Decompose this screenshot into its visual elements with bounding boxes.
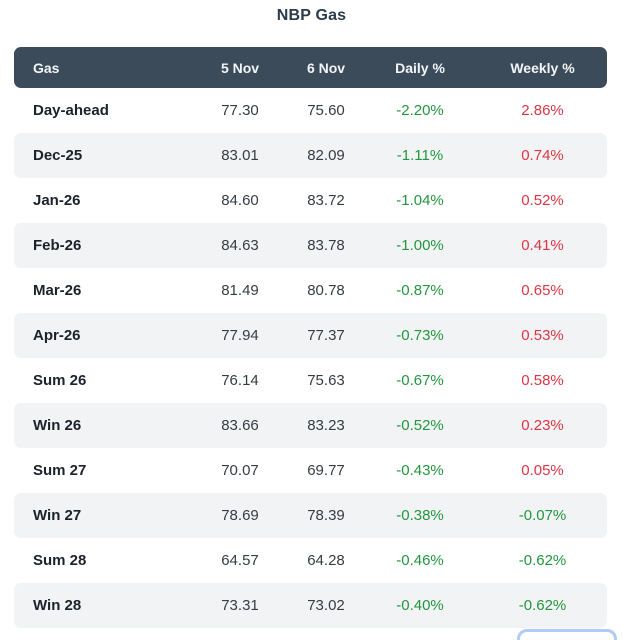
price-5nov-cell: 78.69	[221, 507, 259, 524]
price-5nov-cell: 84.60	[221, 192, 259, 209]
column-header-5nov: 5 Nov	[220, 59, 260, 76]
table-row: Jan-26 84.60 83.72 -1.04% 0.52%	[14, 178, 607, 223]
column-header-weekly-pct: Weekly %	[510, 59, 575, 76]
weekly-pct-cell: 0.52%	[521, 192, 564, 209]
column-header-daily-pct: Daily %	[395, 59, 445, 76]
gas-contract-label: Mar-26	[33, 282, 82, 299]
price-6nov-cell: 64.28	[307, 552, 345, 569]
table-row: Win 27 78.69 78.39 -0.38% -0.07%	[14, 493, 607, 538]
gas-contract-label: Day-ahead	[33, 102, 109, 119]
table-row: Sum 27 70.07 69.77 -0.43% 0.05%	[14, 448, 607, 493]
gas-contract-label: Dec-25	[33, 147, 83, 164]
price-6nov-cell: 77.37	[307, 327, 345, 344]
daily-pct-cell: -0.87%	[396, 282, 444, 299]
table-row: Sum 28 64.57 64.28 -0.46% -0.62%	[14, 538, 607, 583]
price-6nov-cell: 69.77	[307, 462, 345, 479]
daily-pct-cell: -0.73%	[396, 327, 444, 344]
gas-contract-label: Jan-26	[33, 192, 81, 209]
weekly-pct-cell: 0.23%	[521, 417, 564, 434]
table-header-row: Gas 5 Nov 6 Nov Daily % Weekly %	[14, 47, 607, 88]
weekly-pct-cell: 2.86%	[521, 102, 564, 119]
price-5nov-cell: 70.07	[221, 462, 259, 479]
price-6nov-cell: 73.02	[307, 597, 345, 614]
weekly-pct-cell: 0.65%	[521, 282, 564, 299]
price-5nov-cell: 77.94	[221, 327, 259, 344]
price-5nov-cell: 73.31	[221, 597, 259, 614]
daily-pct-cell: -0.38%	[396, 507, 444, 524]
gas-contract-label: Sum 28	[33, 552, 87, 569]
daily-pct-cell: -1.00%	[396, 237, 444, 254]
table-row: Day-ahead 77.30 75.60 -2.20% 2.86%	[14, 88, 607, 133]
weekly-pct-cell: -0.62%	[518, 597, 567, 614]
weekly-pct-cell: 0.05%	[521, 462, 564, 479]
price-table: Gas 5 Nov 6 Nov Daily % Weekly % Day-ahe…	[14, 47, 607, 628]
price-6nov-cell: 82.09	[307, 147, 345, 164]
table-row: Apr-26 77.94 77.37 -0.73% 0.53%	[14, 313, 607, 358]
gas-contract-label: Apr-26	[33, 327, 81, 344]
price-6nov-cell: 78.39	[307, 507, 345, 524]
weekly-pct-cell: 0.41%	[521, 237, 564, 254]
table-row: Mar-26 81.49 80.78 -0.87% 0.65%	[14, 268, 607, 313]
table-row: Dec-25 83.01 82.09 -1.11% 0.74%	[14, 133, 607, 178]
price-5nov-cell: 76.14	[221, 372, 259, 389]
daily-pct-cell: -1.04%	[396, 192, 444, 209]
price-6nov-cell: 83.23	[307, 417, 345, 434]
partial-bottom-button[interactable]	[517, 629, 617, 640]
table-row: Sum 26 76.14 75.63 -0.67% 0.58%	[14, 358, 607, 403]
table-row: Win 28 73.31 73.02 -0.40% -0.62%	[14, 583, 607, 628]
daily-pct-cell: -0.52%	[396, 417, 444, 434]
gas-contract-label: Win 28	[33, 597, 82, 614]
table-row: Feb-26 84.63 83.78 -1.00% 0.41%	[14, 223, 607, 268]
daily-pct-cell: -0.67%	[396, 372, 444, 389]
gas-contract-label: Win 26	[33, 417, 82, 434]
price-5nov-cell: 77.30	[221, 102, 259, 119]
weekly-pct-cell: -0.62%	[518, 552, 567, 569]
gas-contract-label: Sum 26	[33, 372, 87, 389]
gas-contract-label: Feb-26	[33, 237, 82, 254]
price-6nov-cell: 80.78	[307, 282, 345, 299]
weekly-pct-cell: 0.74%	[521, 147, 564, 164]
daily-pct-cell: -0.43%	[396, 462, 444, 479]
weekly-pct-cell: -0.07%	[518, 507, 567, 524]
daily-pct-cell: -0.46%	[396, 552, 444, 569]
price-6nov-cell: 83.72	[307, 192, 345, 209]
gas-contract-label: Sum 27	[33, 462, 87, 479]
price-6nov-cell: 83.78	[307, 237, 345, 254]
daily-pct-cell: -1.11%	[396, 147, 444, 164]
column-header-gas: Gas	[33, 59, 60, 76]
table-title: NBP Gas	[276, 7, 347, 24]
price-5nov-cell: 84.63	[221, 237, 259, 254]
price-5nov-cell: 83.01	[221, 147, 259, 164]
column-header-6nov: 6 Nov	[306, 59, 346, 76]
gas-contract-label: Win 27	[33, 507, 82, 524]
table-row: Win 26 83.66 83.23 -0.52% 0.23%	[14, 403, 607, 448]
price-5nov-cell: 81.49	[221, 282, 259, 299]
daily-pct-cell: -0.40%	[396, 597, 444, 614]
price-6nov-cell: 75.63	[307, 372, 345, 389]
price-5nov-cell: 83.66	[221, 417, 259, 434]
weekly-pct-cell: 0.53%	[521, 327, 564, 344]
price-6nov-cell: 75.60	[307, 102, 345, 119]
weekly-pct-cell: 0.58%	[521, 372, 564, 389]
price-5nov-cell: 64.57	[221, 552, 259, 569]
daily-pct-cell: -2.20%	[396, 102, 444, 119]
table-body: Day-ahead 77.30 75.60 -2.20% 2.86% Dec-2…	[14, 88, 607, 628]
